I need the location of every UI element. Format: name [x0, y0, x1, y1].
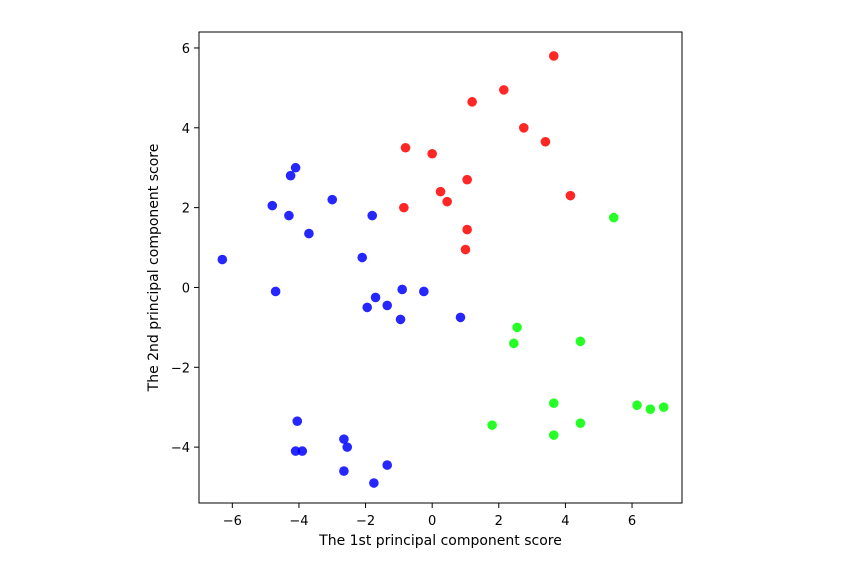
data-point: [658, 402, 669, 413]
data-point: [382, 300, 393, 311]
data-point: [498, 85, 509, 95]
data-point: [339, 434, 349, 444]
scatter-points: [217, 51, 669, 488]
y-tick-label: −4: [171, 441, 190, 456]
y-axis-ticks: −4 −2 0 2 4 6: [171, 42, 199, 456]
y-tick-label: −2: [171, 361, 190, 376]
x-axis-ticks: −6 −4 −2 0 2 4 6: [223, 503, 636, 529]
data-point: [608, 212, 619, 223]
data-point: [565, 190, 576, 201]
data-point: [292, 416, 303, 426]
data-point: [462, 174, 472, 185]
data-point: [467, 97, 477, 107]
data-point: [370, 292, 381, 303]
data-point: [518, 122, 529, 133]
data-point: [395, 314, 406, 325]
data-point: [270, 286, 281, 297]
data-point: [645, 404, 656, 414]
data-point: [367, 210, 378, 221]
data-point: [400, 142, 411, 153]
data-point: [297, 446, 308, 456]
y-axis-label: The 2nd principal component score: [146, 144, 162, 393]
data-point: [217, 254, 228, 265]
plot-area-frame: [198, 31, 683, 504]
y-tick-label: 0: [182, 281, 190, 296]
x-tick-label: −4: [289, 514, 308, 529]
data-point: [442, 196, 452, 207]
data-point: [548, 430, 559, 440]
data-point: [382, 460, 393, 470]
data-point: [455, 312, 466, 323]
data-point: [460, 244, 471, 255]
data-point: [304, 228, 314, 239]
data-point: [267, 200, 278, 211]
data-point: [284, 210, 294, 221]
data-point: [290, 446, 301, 456]
data-point: [357, 252, 368, 263]
data-point: [362, 302, 373, 313]
x-tick-label: −2: [356, 514, 375, 529]
x-axis-label: The 1st principal component score: [318, 533, 562, 549]
data-point: [548, 398, 559, 409]
data-point: [575, 336, 586, 347]
data-point: [339, 466, 349, 476]
x-tick-label: −6: [223, 514, 242, 529]
x-tick-label: 6: [628, 514, 636, 529]
data-point: [285, 170, 296, 181]
y-tick-label: 2: [182, 202, 190, 217]
data-point: [508, 338, 519, 349]
data-point: [290, 162, 301, 173]
data-point: [487, 420, 497, 430]
data-point: [548, 51, 559, 61]
y-tick-label: 6: [182, 42, 190, 57]
data-point: [512, 322, 522, 333]
x-tick-label: 4: [561, 514, 569, 529]
data-point: [369, 478, 379, 488]
data-point: [540, 136, 551, 147]
data-point: [419, 286, 429, 297]
data-point: [427, 148, 437, 159]
data-point: [342, 442, 353, 452]
data-point: [632, 400, 642, 411]
data-point: [397, 284, 407, 295]
data-point: [462, 224, 472, 235]
data-point: [399, 202, 409, 213]
data-point: [435, 186, 446, 197]
x-tick-label: 2: [495, 514, 503, 529]
data-point: [575, 418, 586, 428]
y-tick-label: 4: [182, 122, 190, 137]
data-point: [327, 194, 338, 205]
x-tick-label: 0: [428, 514, 436, 529]
